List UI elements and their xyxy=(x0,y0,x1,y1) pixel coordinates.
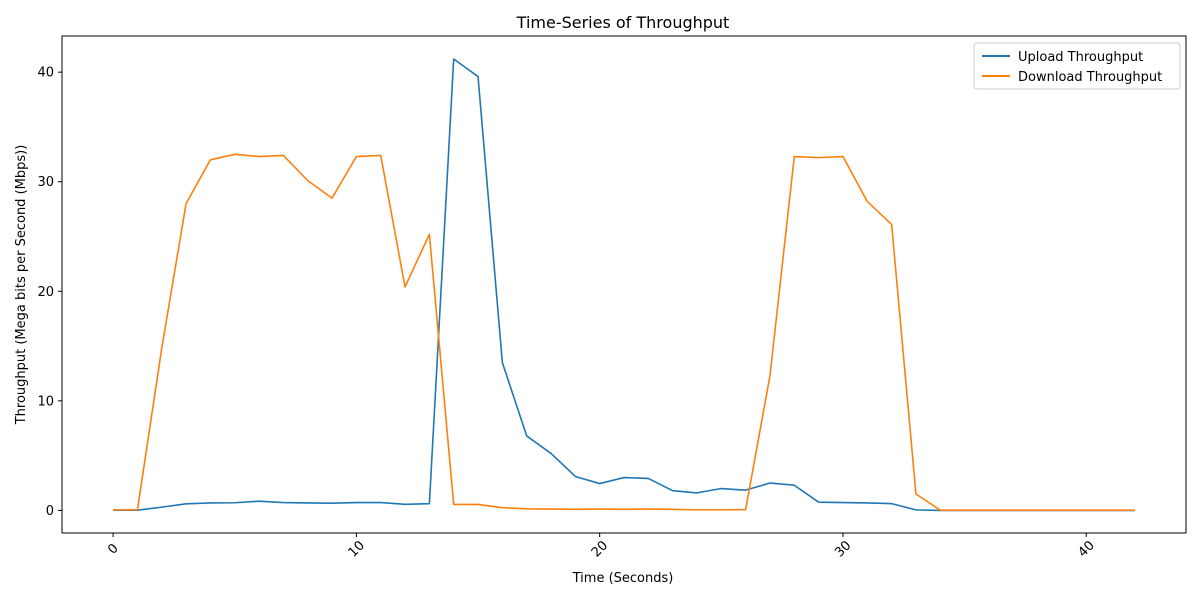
y-axis: 0 10 20 30 40 xyxy=(37,66,62,519)
legend-box xyxy=(973,42,1181,90)
x-axis-label: Time (Seconds) xyxy=(572,571,674,586)
legend-label-download: Download Throughput xyxy=(1018,70,1162,85)
legend: Upload Throughput Download Throughput xyxy=(973,42,1181,90)
axes-frame xyxy=(61,35,1187,534)
y-tick-label: 0 xyxy=(46,504,54,519)
legend-label-upload: Upload Throughput xyxy=(1018,50,1143,65)
series-line-download xyxy=(113,153,1135,512)
y-tick-label: 40 xyxy=(37,66,54,81)
plot-area xyxy=(61,35,1187,534)
y-tick-label: 20 xyxy=(37,285,54,300)
y-tick-label: 10 xyxy=(37,394,54,409)
y-axis-label: Throughput (Mega bits per Second (Mbps)) xyxy=(14,145,29,426)
series-lines xyxy=(113,58,1135,512)
chart-title: Time-Series of Throughput xyxy=(516,13,730,32)
y-tick-label: 30 xyxy=(37,175,54,190)
